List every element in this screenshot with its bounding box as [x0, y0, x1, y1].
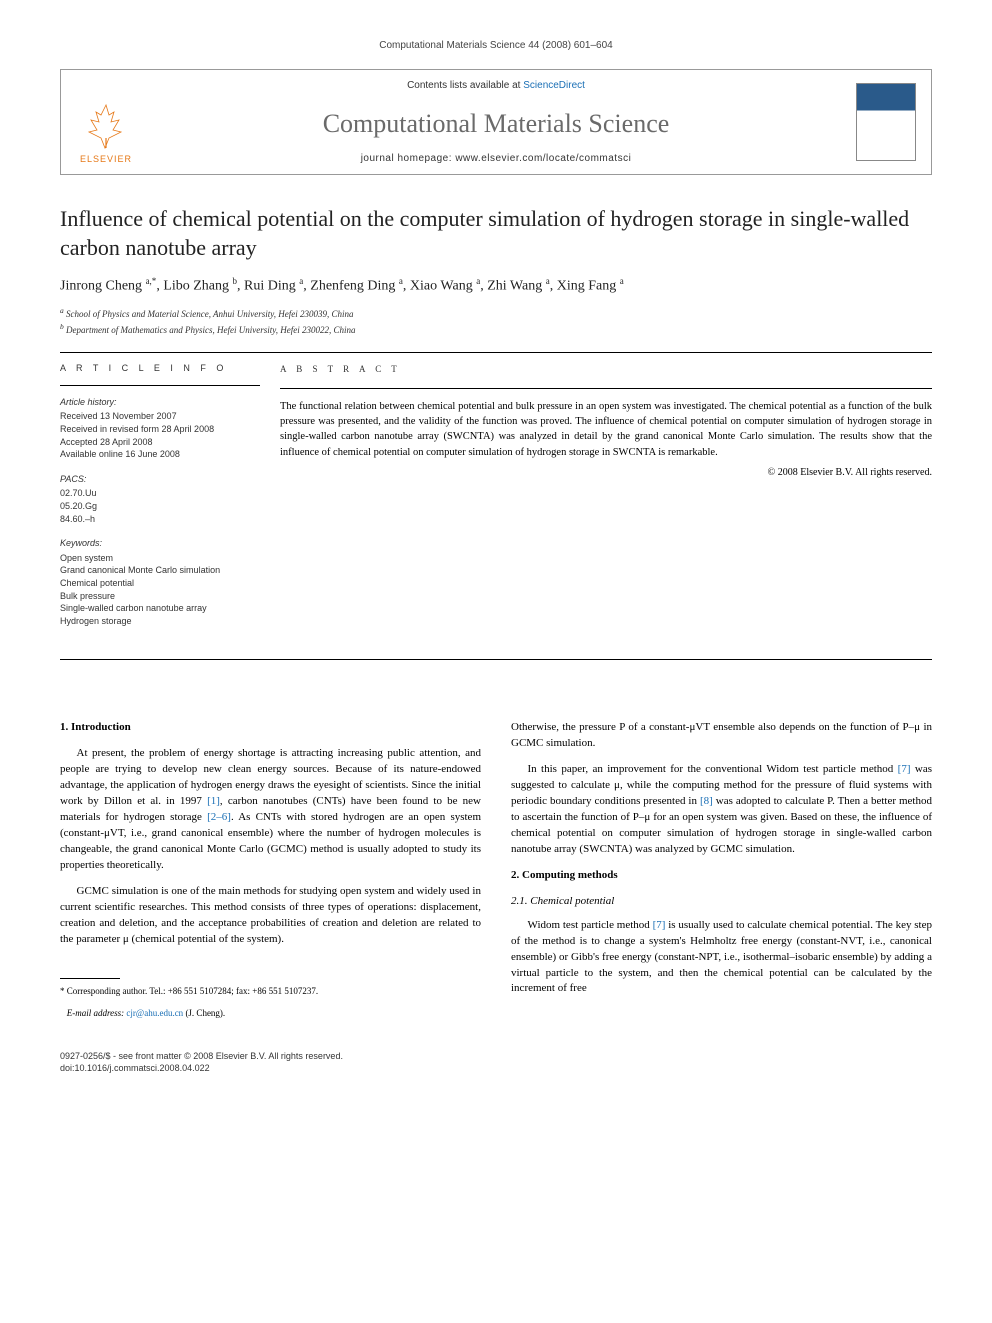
keyword-4: Single-walled carbon nanotube array: [60, 602, 260, 615]
keyword-2: Chemical potential: [60, 577, 260, 590]
affiliation-b: b Department of Mathematics and Physics,…: [60, 321, 932, 338]
publisher-logo-block: ELSEVIER: [61, 70, 151, 174]
pacs-block: PACS: 02.70.Uu 05.20.Gg 84.60.–h: [60, 473, 260, 525]
journal-cover-icon: [856, 83, 916, 161]
right-column: Otherwise, the pressure P of a constant-…: [511, 720, 932, 1029]
article-title: Influence of chemical potential on the c…: [60, 205, 932, 262]
abstract-column: A B S T R A C T The functional relation …: [280, 363, 932, 640]
section-2-1-heading: 2.1. Chemical potential: [511, 894, 932, 910]
corresponding-footnote: * Corresponding author. Tel.: +86 551 51…: [60, 985, 481, 998]
history-received: Received 13 November 2007: [60, 410, 260, 423]
front-matter-line: 0927-0256/$ - see front matter © 2008 El…: [60, 1050, 932, 1063]
pacs-2: 84.60.–h: [60, 513, 260, 526]
s1-p1: At present, the problem of energy shorta…: [60, 746, 481, 874]
elsevier-tree-icon: [81, 100, 131, 150]
email-label: E-mail address:: [67, 1008, 127, 1018]
history-accepted: Accepted 28 April 2008: [60, 436, 260, 449]
doi-line: doi:10.1016/j.commatsci.2008.04.022: [60, 1062, 932, 1075]
pacs-1: 05.20.Gg: [60, 500, 260, 513]
keyword-5: Hydrogen storage: [60, 615, 260, 628]
bottom-meta: 0927-0256/$ - see front matter © 2008 El…: [60, 1050, 932, 1075]
abstract-text: The functional relation between chemical…: [280, 399, 932, 460]
footnote-rule: [60, 978, 120, 979]
keywords-label: Keywords:: [60, 537, 260, 550]
s1-p3: Otherwise, the pressure P of a constant-…: [511, 720, 932, 752]
contents-prefix: Contents lists available at: [407, 80, 523, 91]
affiliations: a School of Physics and Material Science…: [60, 305, 932, 338]
s1-p2: GCMC simulation is one of the main metho…: [60, 884, 481, 948]
history-revised: Received in revised form 28 April 2008: [60, 423, 260, 436]
left-column: 1. Introduction At present, the problem …: [60, 720, 481, 1029]
abstract-copyright: © 2008 Elsevier B.V. All rights reserved…: [280, 466, 932, 481]
publisher-name: ELSEVIER: [80, 154, 132, 164]
history-online: Available online 16 June 2008: [60, 448, 260, 461]
pacs-label: PACS:: [60, 473, 260, 486]
s21-p1: Widom test particle method [7] is usuall…: [511, 918, 932, 998]
cover-thumbnail-block: [841, 70, 931, 174]
email-footnote: E-mail address: cjr@ahu.edu.cn (J. Cheng…: [60, 1007, 481, 1020]
keyword-1: Grand canonical Monte Carlo simulation: [60, 564, 260, 577]
article-info-column: A R T I C L E I N F O Article history: R…: [60, 363, 280, 640]
history-label: Article history:: [60, 396, 260, 409]
homepage-url: www.elsevier.com/locate/commatsci: [455, 153, 631, 164]
section-1-heading: 1. Introduction: [60, 720, 481, 736]
affiliation-a: a School of Physics and Material Science…: [60, 305, 932, 322]
email-suffix: (J. Cheng).: [183, 1008, 225, 1018]
journal-header: ELSEVIER Contents lists available at Sci…: [60, 69, 932, 175]
body-columns: 1. Introduction At present, the problem …: [60, 720, 932, 1029]
abstract-heading: A B S T R A C T: [280, 363, 932, 376]
s1-p4: In this paper, an improvement for the co…: [511, 762, 932, 858]
keywords-block: Keywords: Open system Grand canonical Mo…: [60, 537, 260, 627]
homepage-line: journal homepage: www.elsevier.com/locat…: [161, 153, 831, 164]
pacs-0: 02.70.Uu: [60, 487, 260, 500]
sciencedirect-link[interactable]: ScienceDirect: [523, 80, 585, 91]
journal-name: Computational Materials Science: [161, 109, 831, 139]
authors-line: Jinrong Cheng a,*, Libo Zhang b, Rui Din…: [60, 276, 932, 295]
keyword-0: Open system: [60, 552, 260, 565]
info-abstract-row: A R T I C L E I N F O Article history: R…: [60, 363, 932, 661]
contents-available: Contents lists available at ScienceDirec…: [161, 80, 831, 91]
running-head: Computational Materials Science 44 (2008…: [60, 40, 932, 51]
email-link[interactable]: cjr@ahu.edu.cn: [126, 1008, 183, 1018]
section-2-heading: 2. Computing methods: [511, 868, 932, 884]
homepage-prefix: journal homepage:: [361, 153, 456, 164]
header-center: Contents lists available at ScienceDirec…: [151, 70, 841, 174]
keyword-3: Bulk pressure: [60, 590, 260, 603]
divider: [60, 352, 932, 353]
article-info-heading: A R T I C L E I N F O: [60, 363, 260, 373]
article-history: Article history: Received 13 November 20…: [60, 396, 260, 461]
